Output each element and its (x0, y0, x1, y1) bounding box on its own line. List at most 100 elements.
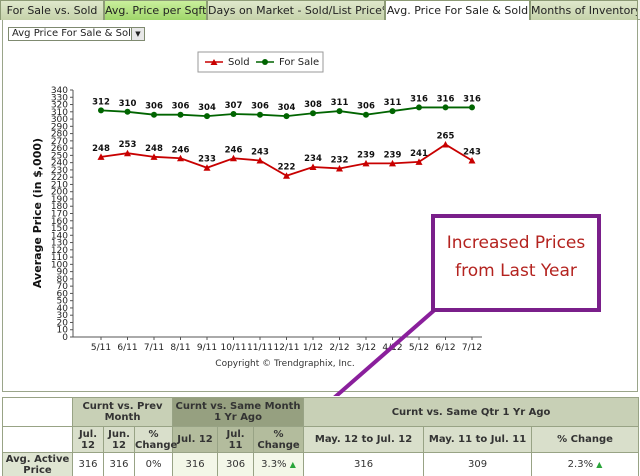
cell-pct-change-b: 3.3% ▲ (253, 452, 305, 476)
y-tick-label: 100 (51, 260, 68, 270)
for-sale-point (310, 110, 316, 117)
x-tick-label: 7/12 (462, 343, 482, 353)
group-header-same-month: Curnt vs. Same Month 1 Yr Ago (172, 397, 305, 427)
for-sale-data-label: 312 (92, 97, 110, 107)
sold-data-label: 248 (92, 144, 110, 154)
chevron-down-icon[interactable]: ▼ (131, 28, 144, 40)
x-tick-label: 2/12 (329, 343, 349, 353)
sold-point (336, 164, 343, 172)
callout-line-1: Increased Prices (447, 233, 586, 253)
sold-data-label: 239 (357, 150, 375, 160)
x-tick-label: 10/11 (221, 343, 247, 353)
y-tick-label: 170 (51, 210, 68, 220)
x-tick-label: 12/11 (274, 343, 300, 353)
y-tick-label: 80 (57, 275, 69, 285)
subheader-pct-change-a: % Change (133, 426, 178, 453)
y-axis-title: Average Price (in $,000) (31, 138, 44, 288)
chart-type-select-value: Avg Price For Sale & Sold (12, 28, 138, 39)
for-sale-data-label: 316 (437, 94, 455, 104)
subheader-pct-change-b: % Change (253, 426, 305, 453)
cell-pct-change-b-value: 3.3% (261, 459, 287, 470)
subheader-jun12: Jun. 12 (103, 426, 135, 453)
sold-data-label: 253 (119, 140, 137, 150)
x-tick-label: 11/11 (247, 343, 273, 353)
y-tick-label: 210 (51, 180, 68, 190)
y-tick-label: 250 (51, 151, 68, 161)
for-sale-data-label: 308 (304, 100, 322, 110)
x-tick-label: 7/11 (144, 343, 164, 353)
x-tick-label: 5/12 (409, 343, 429, 353)
sold-point (442, 140, 449, 148)
y-tick-label: 180 (51, 202, 68, 212)
comparison-table: Curnt vs. Prev Month Curnt vs. Same Mont… (2, 397, 640, 476)
y-tick-label: 90 (57, 268, 69, 278)
table-corner-2 (2, 426, 73, 453)
sold-data-label: 232 (331, 155, 349, 165)
callout-box: Increased Prices from Last Year (431, 214, 601, 312)
x-tick-label: 9/11 (197, 343, 217, 353)
chart-type-select[interactable]: Avg Price For Sale & Sold ▼ (8, 27, 145, 41)
legend-for-sale-label: For Sale (279, 57, 319, 68)
row-label-avg-active-price: Avg. Active Price (2, 452, 73, 476)
tab-months-of-inventory[interactable]: Months of Inventory (530, 0, 638, 20)
chart-panel (2, 20, 638, 392)
legend-for-sale-marker (262, 59, 268, 65)
x-tick-label: 8/11 (170, 343, 190, 353)
tab-avg-price-per-sqft[interactable]: Avg. Price per Sqft (104, 0, 207, 20)
sold-data-label: 234 (304, 154, 322, 164)
y-tick-label: 150 (51, 224, 68, 234)
for-sale-data-label: 304 (198, 103, 216, 113)
cell-pct-change-a: 0% (133, 452, 174, 476)
for-sale-point (177, 111, 184, 118)
for-sale-data-label: 304 (278, 103, 296, 113)
y-tick-label: 120 (51, 246, 68, 256)
for-sale-data-label: 310 (119, 99, 137, 109)
group-header-prev-month: Curnt vs. Prev Month (71, 397, 174, 427)
x-tick-labels: 5/11 6/11 7/11 8/11 9/11 10/11 11/11 12/11 1/12 2… (91, 337, 482, 353)
sold-data-label: 248 (145, 144, 163, 154)
sold-point (389, 159, 396, 167)
table-row: Avg. Active Price 316 316 0% 316 306 3.3… (2, 452, 640, 476)
y-tick-label: 340 (51, 86, 68, 96)
subheader-pct-change-c: % Change (531, 426, 640, 453)
sold-data-label: 246 (172, 145, 190, 155)
cell-jul11: 306 (217, 452, 255, 476)
tab-for-sale-vs-sold[interactable]: For Sale vs. Sold (0, 0, 104, 20)
sold-point (309, 163, 317, 171)
x-tick-label: 1/12 (303, 343, 323, 353)
y-tick-label: 40 (57, 304, 69, 314)
tab-bar: For Sale vs. Sold Avg. Price per Sqft Da… (0, 0, 640, 21)
y-tick-label: 50 (57, 297, 69, 307)
x-tick-label: 3/12 (356, 343, 376, 353)
y-tick-label: 280 (51, 130, 68, 140)
sold-point (97, 153, 105, 160)
y-tick-label: 60 (57, 289, 69, 299)
cell-may11-jul11: 309 (423, 452, 533, 476)
sold-point (124, 149, 131, 157)
sold-data-label: 265 (437, 131, 455, 141)
legend-sold-label: Sold (228, 57, 250, 68)
y-tick-labels: 0102030405060708090100110120130140150160… (51, 86, 73, 343)
sold-data-label: 233 (198, 155, 216, 165)
for-sale-data-label: 306 (172, 102, 190, 112)
y-tick-label: 110 (51, 253, 68, 263)
chart-series: 248 253 248 246 233 246 243 222 234 232 239 239 241 2… (92, 94, 481, 179)
up-arrow-icon: ▲ (289, 460, 296, 469)
cell-may12-jul12: 316 (303, 452, 425, 476)
tab-avg-price-for-sale-sold[interactable]: Avg. Price For Sale & Sold (385, 0, 530, 21)
for-sale-point (98, 107, 104, 114)
cell-jul12-a: 316 (72, 452, 104, 476)
sold-point (468, 156, 476, 164)
for-sale-data-label: 306 (145, 102, 163, 112)
y-tick-label: 290 (51, 122, 68, 132)
sold-data-label: 243 (463, 147, 481, 157)
subheader-may12-jul12: May. 12 to Jul. 12 (303, 426, 425, 453)
cell-pct-change-c: 2.3% ▲ (531, 452, 640, 476)
for-sale-point (283, 113, 290, 120)
x-tick-label: 6/12 (435, 343, 455, 353)
for-sale-data-label: 316 (463, 94, 481, 104)
chart-copyright: Copyright © Trendgraphix, Inc. (215, 359, 354, 369)
sold-point (256, 156, 264, 164)
tab-days-on-market[interactable]: Days on Market - Sold/List Price% (207, 0, 385, 20)
y-tick-label: 220 (51, 173, 68, 183)
